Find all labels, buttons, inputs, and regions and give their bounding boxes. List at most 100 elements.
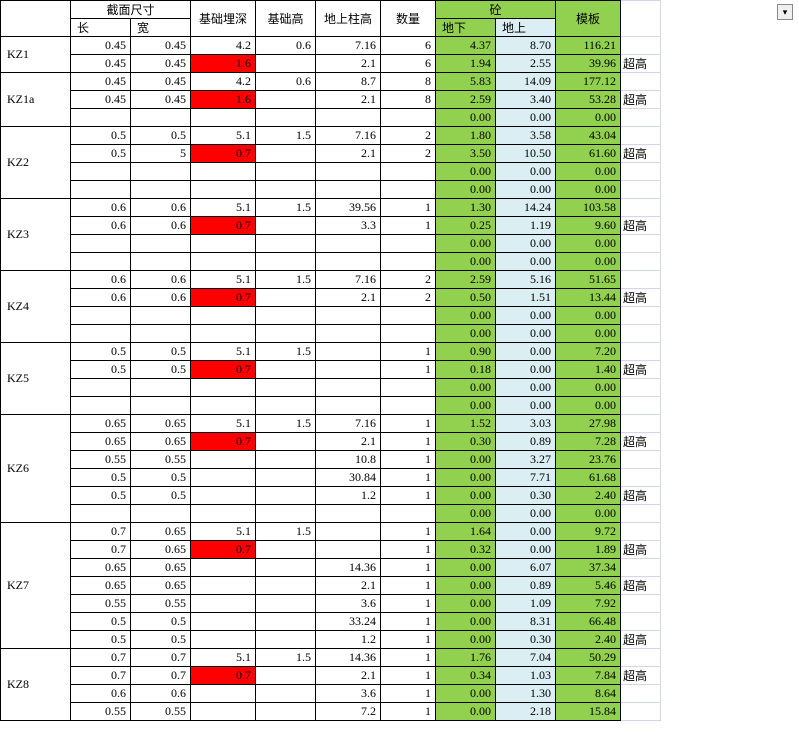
cell-depth [191, 559, 256, 577]
overtall-marker: 超高 [621, 541, 661, 559]
cell-height [256, 685, 316, 703]
cell-formwork: 15.84 [556, 703, 621, 721]
overtall-marker [621, 595, 661, 613]
table-row[interactable]: 0.50.530.8410.007.7161.68 [1, 469, 661, 487]
table-row[interactable]: 0.550.5510.810.003.2723.76 [1, 451, 661, 469]
cell-length: 0.55 [71, 451, 131, 469]
cell-length [71, 253, 131, 271]
cell-formwork: 61.60 [556, 145, 621, 163]
cell-width: 0.65 [131, 541, 191, 559]
cell-under: 5.83 [436, 73, 496, 91]
table-row[interactable]: KZ70.70.655.11.511.640.009.72 [1, 523, 661, 541]
cell-depth: 5.1 [191, 415, 256, 433]
table-row[interactable]: 0.000.000.00 [1, 307, 661, 325]
header-height: 基础高 [256, 1, 316, 37]
cell-height [256, 163, 316, 181]
table-row[interactable]: 0.50.50.710.180.001.40超高 [1, 361, 661, 379]
table-row[interactable]: KZ60.650.655.11.57.1611.523.0327.98 [1, 415, 661, 433]
cell-height [256, 145, 316, 163]
table-row[interactable]: KZ40.60.65.11.57.1622.595.1651.65 [1, 271, 661, 289]
table-row[interactable]: 0.000.000.00 [1, 181, 661, 199]
table-row[interactable]: 0.60.63.610.001.308.64 [1, 685, 661, 703]
table-row[interactable]: 0.650.6514.3610.006.0737.34 [1, 559, 661, 577]
cell-formwork: 0.00 [556, 325, 621, 343]
cell-formwork: 5.46 [556, 577, 621, 595]
table-row[interactable]: KZ10.450.454.20.67.1664.378.70116.21 [1, 37, 661, 55]
table-row[interactable]: 0.000.000.00 [1, 163, 661, 181]
cell-qty: 2 [381, 127, 436, 145]
cell-depth [191, 631, 256, 649]
table-row[interactable]: 0.60.60.73.310.251.199.60超高 [1, 217, 661, 235]
cell-height [256, 433, 316, 451]
cell-above: 14.09 [496, 73, 556, 91]
overtall-marker: 超高 [621, 91, 661, 109]
cell-above: 0.00 [496, 379, 556, 397]
table-row[interactable]: 0.550.553.610.001.097.92 [1, 595, 661, 613]
cell-colheight: 2.1 [316, 55, 381, 73]
table-row[interactable]: KZ80.70.75.11.514.3611.767.0450.29 [1, 649, 661, 667]
table-row[interactable]: KZ1a0.450.454.20.68.785.8314.09177.12 [1, 73, 661, 91]
overtall-marker [621, 559, 661, 577]
table-row[interactable]: 0.450.451.62.161.942.5539.96超高 [1, 55, 661, 73]
cell-formwork: 2.40 [556, 487, 621, 505]
table-row[interactable]: 0.000.000.00 [1, 325, 661, 343]
table-row[interactable]: 0.70.70.72.110.341.037.84超高 [1, 667, 661, 685]
table-row[interactable]: 0.650.650.72.110.300.897.28超高 [1, 433, 661, 451]
table-row[interactable]: 0.550.72.123.5010.5061.60超高 [1, 145, 661, 163]
cell-width: 0.5 [131, 613, 191, 631]
cell-colheight: 30.84 [316, 469, 381, 487]
cell-length: 0.45 [71, 37, 131, 55]
cell-above: 0.30 [496, 487, 556, 505]
cell-above: 0.00 [496, 523, 556, 541]
cell-qty: 1 [381, 703, 436, 721]
cell-depth [191, 325, 256, 343]
table-row[interactable]: 0.50.51.210.000.302.40超高 [1, 631, 661, 649]
cell-length: 0.5 [71, 361, 131, 379]
cell-height [256, 379, 316, 397]
cell-width: 0.65 [131, 577, 191, 595]
table-row[interactable]: 0.50.533.2410.008.3166.48 [1, 613, 661, 631]
table-row[interactable]: 0.60.60.72.120.501.5113.44超高 [1, 289, 661, 307]
cell-colheight [316, 109, 381, 127]
cell-qty: 1 [381, 613, 436, 631]
cell-height [256, 55, 316, 73]
table-row[interactable]: 0.000.000.00 [1, 397, 661, 415]
table-row[interactable]: 0.50.51.210.000.302.40超高 [1, 487, 661, 505]
table-row[interactable]: 0.650.652.110.000.895.46超高 [1, 577, 661, 595]
filter-dropdown-icon[interactable]: ▾ [777, 4, 793, 20]
cell-length [71, 163, 131, 181]
table-row[interactable]: 0.000.000.00 [1, 505, 661, 523]
overtall-marker [621, 343, 661, 361]
cell-height: 1.5 [256, 649, 316, 667]
cell-length: 0.5 [71, 631, 131, 649]
cell-formwork: 1.40 [556, 361, 621, 379]
table-row[interactable]: 0.000.000.00 [1, 109, 661, 127]
cell-above: 6.07 [496, 559, 556, 577]
cell-depth: 5.1 [191, 127, 256, 145]
cell-length: 0.45 [71, 73, 131, 91]
cell-colheight: 8.7 [316, 73, 381, 91]
table-row[interactable]: 0.000.000.00 [1, 379, 661, 397]
table-row[interactable]: 0.450.451.62.182.593.4053.28超高 [1, 91, 661, 109]
table-row[interactable]: 0.70.650.710.320.001.89超高 [1, 541, 661, 559]
cell-depth: 1.6 [191, 55, 256, 73]
cell-formwork: 0.00 [556, 253, 621, 271]
cell-qty: 8 [381, 73, 436, 91]
table-row[interactable]: 0.550.557.210.002.1815.84 [1, 703, 661, 721]
cell-width: 0.6 [131, 217, 191, 235]
cell-formwork: 0.00 [556, 235, 621, 253]
table-row[interactable]: 0.000.000.00 [1, 235, 661, 253]
cell-under: 0.00 [436, 235, 496, 253]
cell-depth [191, 505, 256, 523]
cell-under: 0.00 [436, 307, 496, 325]
table-row[interactable]: KZ50.50.55.11.510.900.007.20 [1, 343, 661, 361]
table-row[interactable]: KZ20.50.55.11.57.1621.803.5843.04 [1, 127, 661, 145]
table-row[interactable]: KZ30.60.65.11.539.5611.3014.24103.58 [1, 199, 661, 217]
table-row[interactable]: 0.000.000.00 [1, 253, 661, 271]
cell-above: 0.00 [496, 253, 556, 271]
cell-formwork: 50.29 [556, 649, 621, 667]
group-label: KZ2 [1, 127, 71, 199]
cell-length [71, 307, 131, 325]
cell-depth: 4.2 [191, 73, 256, 91]
cell-colheight: 3.3 [316, 217, 381, 235]
